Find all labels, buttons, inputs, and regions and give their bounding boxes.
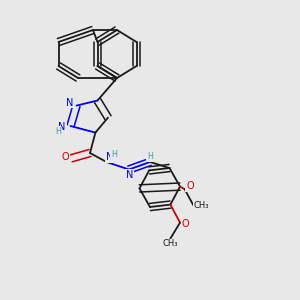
Text: N: N [126,170,133,180]
Text: N: N [106,152,113,163]
Text: N: N [66,98,74,108]
Text: CH₃: CH₃ [163,239,178,248]
Text: CH₃: CH₃ [193,201,209,210]
Text: H: H [111,150,117,159]
Text: H: H [55,127,61,136]
Text: O: O [61,152,69,162]
Text: H: H [147,152,153,161]
Text: O: O [182,219,189,229]
Text: O: O [186,181,194,191]
Text: N: N [58,122,66,133]
